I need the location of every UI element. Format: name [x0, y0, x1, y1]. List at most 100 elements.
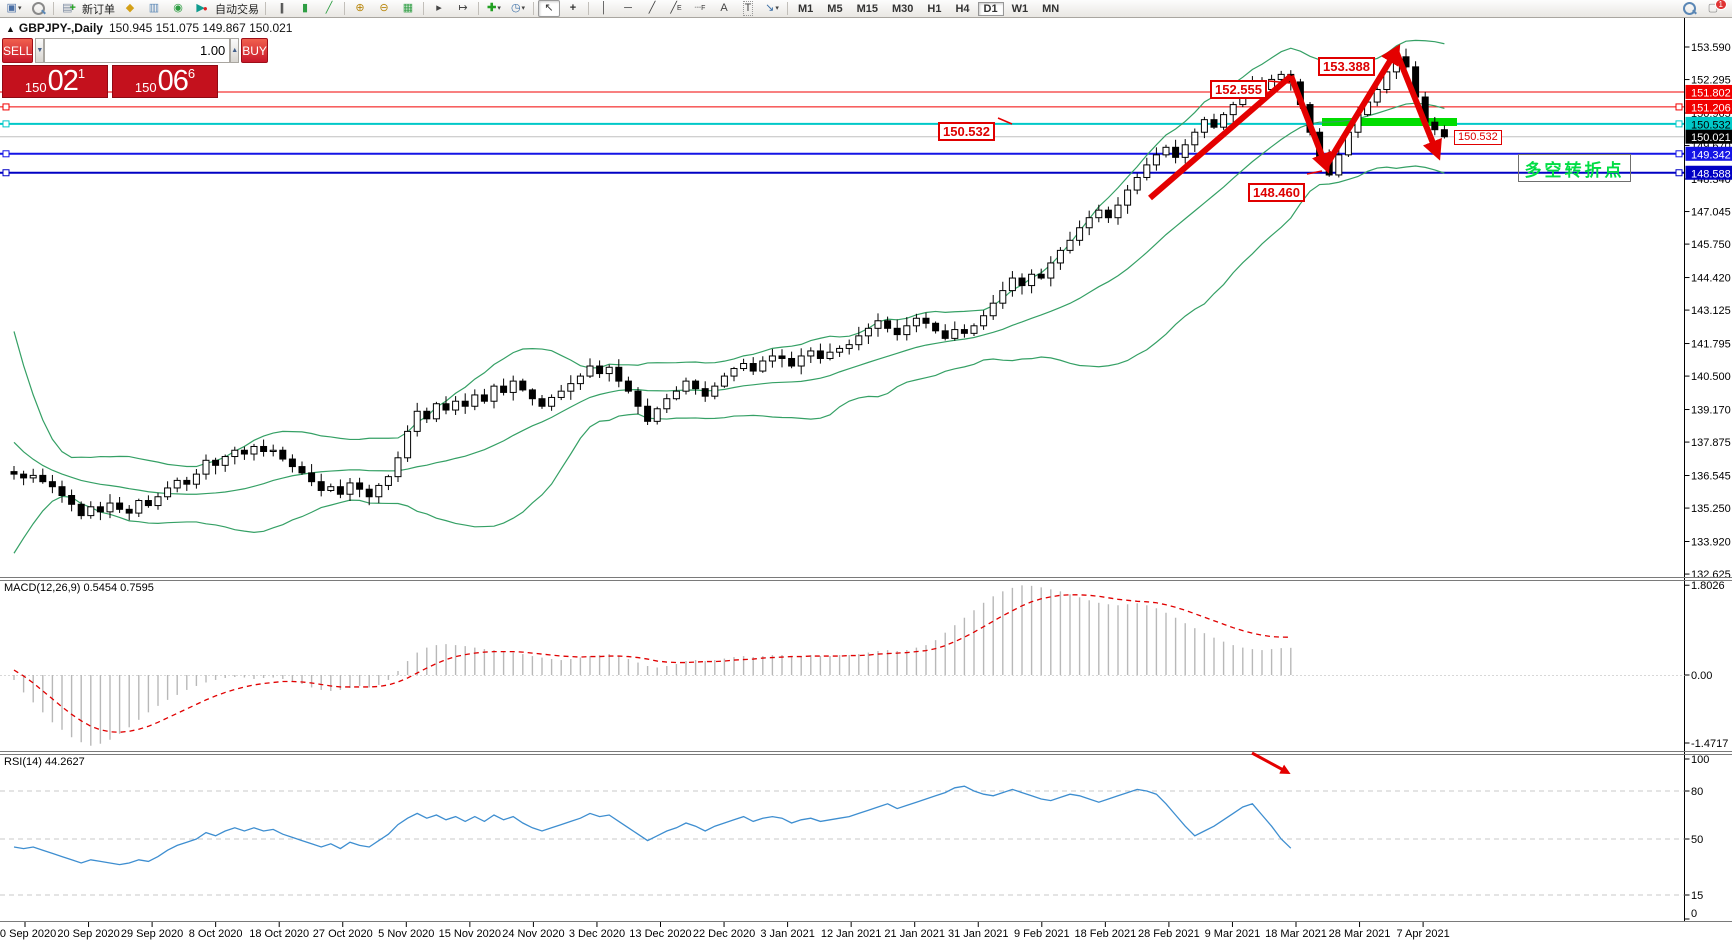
- chart-canvas[interactable]: 153.590152.295150.965149.670148.340147.0…: [0, 18, 1732, 941]
- date-tick-label: 31 Jan 2021: [948, 928, 1009, 940]
- sell-button[interactable]: SELL: [2, 38, 34, 63]
- volume-input[interactable]: [44, 38, 231, 63]
- timeframe-M15[interactable]: M15: [856, 2, 878, 15]
- terminal-icon[interactable]: ▥: [148, 2, 160, 14]
- volume-decrease-button[interactable]: ▼: [35, 38, 45, 63]
- timeframe-MN[interactable]: MN: [1042, 2, 1060, 15]
- candle-body: [884, 320, 892, 329]
- rsi-panel: 100 80 50 15 0: [0, 754, 1709, 920]
- vertical-line-tool-icon[interactable]: │: [600, 2, 608, 14]
- chart-shift-icon[interactable]: ↦: [458, 2, 468, 14]
- candle-body: [1335, 154, 1343, 176]
- sell-price-box[interactable]: 150 02 1: [2, 65, 108, 98]
- timeframe-H4[interactable]: H4: [955, 2, 970, 15]
- price-annotation-152555[interactable]: 152.555: [1210, 80, 1267, 99]
- price-annotation-153388[interactable]: 153.388: [1318, 57, 1375, 76]
- price-badge: [1685, 84, 1732, 99]
- price-annotation-148460[interactable]: 148.460: [1248, 183, 1305, 202]
- new-chart-icon[interactable]: ▣ ▾: [6, 2, 22, 14]
- buy-button[interactable]: BUY: [241, 38, 268, 63]
- chart-title: ▲ GBPJPY-,Daily 150.945 151.075 149.867 15…: [6, 21, 292, 35]
- new-order-label[interactable]: 新订单: [82, 3, 115, 16]
- buy-price-sup: 6: [187, 66, 196, 81]
- candle-body: [221, 456, 229, 466]
- date-tick-label: 24 Nov 2020: [502, 928, 564, 940]
- candle-body: [154, 496, 162, 507]
- macd-scale-label: 1.8026: [1691, 580, 1725, 592]
- candlestick-chart-icon[interactable]: ▮: [301, 2, 309, 14]
- notifications-icon[interactable]: ▢ 1: [1702, 0, 1727, 17]
- green-rectangle-annotation[interactable]: [1322, 118, 1457, 126]
- channel-tool-icon[interactable]: ╱ E: [670, 2, 682, 14]
- zoom-in-icon[interactable]: ⊕: [355, 2, 365, 14]
- text-label-tool-icon[interactable]: T: [742, 1, 754, 16]
- navigator-icon[interactable]: ◉: [173, 2, 183, 14]
- candle-body: [423, 410, 431, 420]
- timeframe-M1[interactable]: M1: [798, 2, 814, 15]
- time-axis[interactable]: 10 Sep 2020 20 Sep 2020 29 Sep 2020 8 Oct 2…: [0, 922, 1450, 940]
- candle-body: [1229, 104, 1237, 116]
- timeframe-M30[interactable]: M30: [891, 2, 914, 15]
- price-tick-label: 137.875: [1691, 437, 1731, 449]
- auto-scroll-icon[interactable]: ▸: [436, 2, 442, 14]
- autotrading-icon[interactable]: ▶ ●: [196, 2, 208, 14]
- price-badge: [1685, 146, 1732, 161]
- price-tick-label: 132.625: [1691, 569, 1731, 581]
- timeframe-W1[interactable]: W1: [1011, 2, 1029, 15]
- horizontal-line-tool-icon[interactable]: ─: [624, 2, 632, 14]
- candle-body: [567, 383, 575, 392]
- periods-icon[interactable]: ◷ ▾: [510, 2, 526, 14]
- candle-body: [1018, 277, 1026, 287]
- price-tick-label: 140.500: [1691, 371, 1731, 383]
- trendline-tool-icon[interactable]: ╱: [648, 2, 656, 14]
- bar-chart-icon[interactable]: |||: [279, 2, 284, 14]
- candle-body: [317, 481, 325, 491]
- candle-body: [989, 302, 997, 317]
- price-badge-label: 151.206: [1691, 102, 1731, 114]
- toolbar-separator: [423, 2, 424, 15]
- candle-body: [1114, 204, 1122, 219]
- arrows-tool-icon[interactable]: ↘ ▾: [765, 2, 779, 14]
- candle-body: [269, 449, 277, 453]
- zoom-out-icon[interactable]: ⊖: [379, 2, 389, 14]
- text-tool-icon[interactable]: A: [720, 2, 728, 14]
- trend-arrows-annotation[interactable]: [1148, 44, 1442, 201]
- price-annotation-150532[interactable]: 150.532: [938, 122, 995, 141]
- candle-body: [653, 408, 661, 422]
- panel-collapse-arrow[interactable]: ▲: [6, 24, 15, 34]
- toolbar-separator: [344, 2, 345, 15]
- profiles-icon[interactable]: [27, 0, 49, 17]
- turning-point-text-box[interactable]: 多空转折点: [1518, 154, 1631, 182]
- candle-body: [260, 445, 268, 453]
- timeframe-M5[interactable]: M5: [827, 2, 843, 15]
- new-order-icon[interactable]: ▤ +: [62, 2, 76, 14]
- label-leader-lines: [997, 80, 1323, 175]
- price-tick-label: 133.920: [1691, 537, 1731, 549]
- market-watch-icon[interactable]: ◆: [125, 2, 135, 14]
- rsi-down-arrow-annotation[interactable]: [1251, 751, 1291, 774]
- cursor-tool-icon[interactable]: ↖: [538, 0, 560, 17]
- timeframe-H1[interactable]: H1: [927, 2, 942, 15]
- candle-body: [932, 322, 940, 332]
- panel-separators[interactable]: [0, 577, 1732, 922]
- crosshair-tool-icon[interactable]: +: [569, 2, 577, 14]
- line-chart-icon[interactable]: ╱: [325, 2, 333, 14]
- fibonacci-tool-icon[interactable]: ┄ F: [694, 2, 706, 14]
- timeframe-D1[interactable]: D1: [977, 1, 1004, 16]
- buy-price-box[interactable]: 150 06 6: [112, 65, 218, 98]
- candle-body: [173, 479, 181, 489]
- date-tick-label: 9 Mar 2021: [1205, 928, 1261, 940]
- volume-increase-button[interactable]: ▲: [230, 38, 240, 63]
- candle-body: [557, 390, 565, 398]
- rsi-scale-label: 50: [1691, 834, 1703, 846]
- tile-windows-icon[interactable]: ▦: [402, 2, 414, 14]
- autotrading-label[interactable]: 自动交易: [215, 3, 259, 16]
- candle-body: [960, 329, 968, 334]
- price-badge: [1685, 129, 1732, 144]
- indicators-icon[interactable]: ✚ ▾: [487, 2, 501, 14]
- price-annotation-150532-right[interactable]: 150.532: [1454, 130, 1502, 145]
- search-icon[interactable]: [1678, 0, 1700, 17]
- candle-body: [548, 396, 556, 407]
- price-scale[interactable]: 153.590152.295150.965149.670148.340147.0…: [1684, 18, 1732, 922]
- candle-body: [375, 484, 383, 498]
